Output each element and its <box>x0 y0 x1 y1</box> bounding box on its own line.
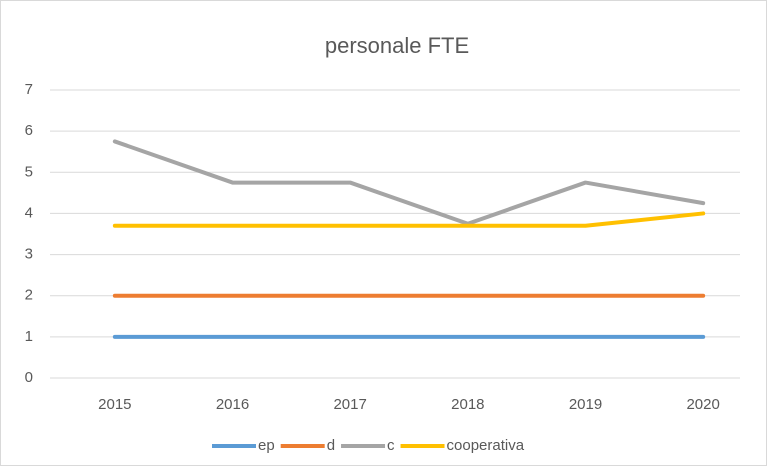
legend-label: cooperativa <box>447 437 525 454</box>
chart-title: personale FTE <box>325 33 469 58</box>
y-tick-label: 5 <box>25 163 33 180</box>
y-tick-label: 0 <box>25 369 33 386</box>
legend-label: c <box>387 437 395 454</box>
y-tick-label: 1 <box>25 328 33 345</box>
legend-label: d <box>327 437 335 454</box>
x-tick-label: 2016 <box>216 396 249 413</box>
y-tick-label: 6 <box>25 122 33 139</box>
y-tick-label: 2 <box>25 287 33 304</box>
legend-label: ep <box>258 437 275 454</box>
y-tick-label: 4 <box>25 204 33 221</box>
y-tick-label: 7 <box>25 81 33 98</box>
x-tick-label: 2015 <box>98 396 131 413</box>
x-tick-label: 2019 <box>569 396 602 413</box>
x-tick-label: 2017 <box>333 396 366 413</box>
series-line <box>112 139 706 226</box>
series-line <box>112 211 706 228</box>
y-tick-label: 3 <box>25 246 33 263</box>
x-tick-label: 2018 <box>451 396 484 413</box>
x-tick-label: 2020 <box>686 396 719 413</box>
